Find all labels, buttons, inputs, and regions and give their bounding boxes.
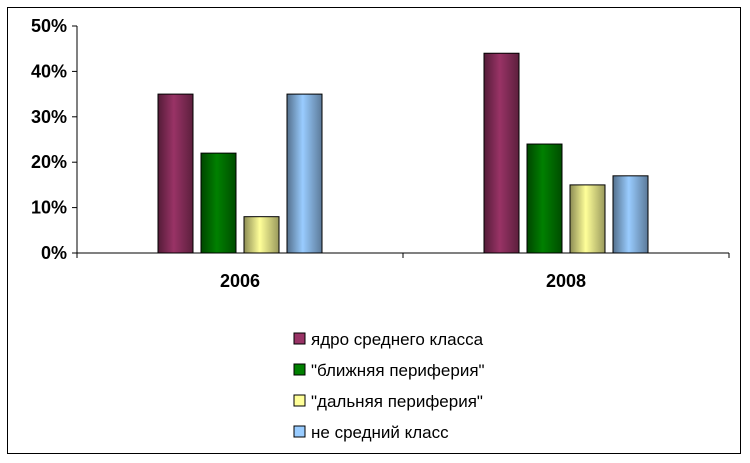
legend-swatch — [293, 425, 306, 438]
bar-2006-series-3 — [243, 216, 280, 254]
legend-label: ядро среднего класса — [311, 330, 484, 349]
bar-2006-series-2 — [200, 152, 237, 254]
legend-swatch — [293, 363, 306, 376]
legend-label: не средний класс — [311, 423, 449, 442]
legend-swatch — [293, 394, 306, 407]
x-category-label: 2008 — [546, 271, 586, 291]
y-tick-label: 30% — [31, 107, 67, 127]
legend-swatch — [293, 332, 306, 345]
bar-2008-series-2 — [526, 143, 563, 254]
y-tick-label: 10% — [31, 198, 67, 218]
y-tick-label: 0% — [41, 243, 67, 263]
chart-legend: ядро среднего класса "ближняя периферия" "… — [293, 330, 485, 442]
x-category-label: 2006 — [220, 271, 260, 291]
bar-2006-series-4 — [286, 93, 323, 254]
y-tick-label: 20% — [31, 152, 67, 172]
chart-bars — [157, 52, 649, 254]
bar-2008-series-1 — [483, 52, 520, 254]
legend-label: "дальняя периферия" — [311, 392, 483, 411]
y-tick-label: 50% — [31, 16, 67, 36]
bar-2006-series-1 — [157, 93, 194, 254]
bar-2008-series-3 — [569, 184, 606, 254]
legend-label: "ближняя периферия" — [311, 361, 485, 380]
bar-2008-series-4 — [612, 175, 649, 254]
y-tick-label: 40% — [31, 61, 67, 81]
